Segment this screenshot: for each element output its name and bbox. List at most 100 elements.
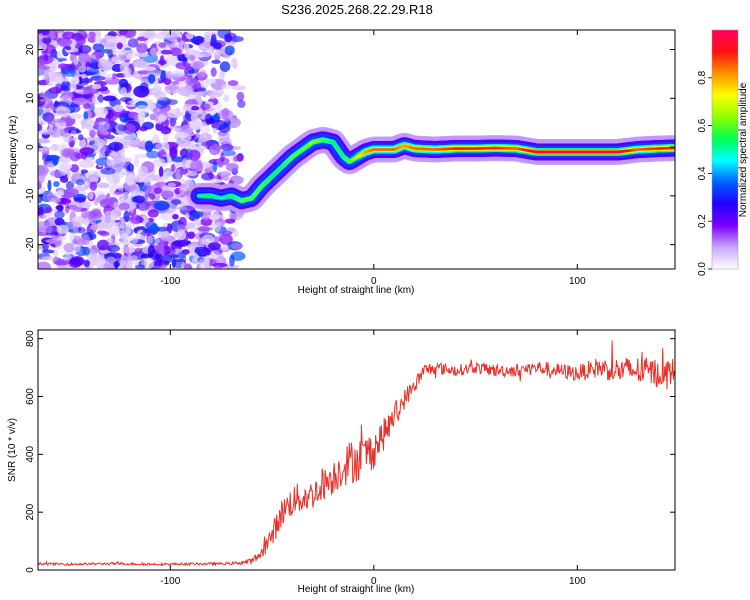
noise-blob [81, 118, 87, 130]
noise-blob [78, 160, 95, 169]
noise-blob [200, 141, 215, 147]
snr-y-tick-label: 0 [25, 567, 36, 573]
spectrogram-x-tick-label: -100 [160, 276, 180, 287]
noise-blob [160, 126, 172, 135]
noise-blob [196, 259, 210, 269]
noise-blob [82, 246, 91, 256]
noise-blob [218, 171, 232, 177]
noise-blob [210, 40, 226, 48]
noise-blob [106, 244, 120, 253]
noise-blob [132, 195, 146, 204]
noise-blob [69, 82, 77, 93]
noise-blob [96, 194, 109, 204]
noise-blob [135, 264, 146, 269]
noise-blob [78, 65, 87, 73]
noise-blob [224, 218, 236, 224]
noise-blob [175, 168, 181, 181]
snr-plot-area [38, 330, 675, 570]
noise-blob [97, 95, 104, 101]
noise-blob [46, 114, 53, 125]
noise-blob [78, 44, 92, 54]
noise-blob [99, 249, 111, 254]
noise-blob [56, 224, 69, 235]
noise-blob [65, 180, 75, 191]
noise-blob [223, 94, 230, 103]
noise-blob [218, 130, 230, 143]
noise-blob [116, 42, 123, 50]
noise-blob [101, 48, 111, 54]
noise-blob [187, 243, 192, 251]
noise-blob [119, 112, 129, 123]
noise-blob [130, 254, 138, 261]
noise-blob [148, 193, 156, 200]
noise-blob [227, 80, 239, 86]
noise-blob [204, 113, 213, 125]
noise-blob [48, 87, 63, 94]
noise-blob [163, 142, 170, 153]
noise-blob [38, 208, 43, 217]
noise-blob [220, 143, 234, 151]
noise-blob [56, 50, 63, 59]
noise-blob [126, 53, 133, 60]
noise-blob [74, 153, 85, 159]
noise-blob [231, 242, 244, 250]
noise-blob [176, 206, 188, 211]
noise-blob [200, 51, 212, 58]
noise-blob [116, 152, 126, 162]
noise-blob [108, 151, 119, 157]
noise-blob [221, 230, 233, 236]
noise-blob [169, 254, 180, 259]
noise-blob [178, 186, 185, 195]
noise-blob [197, 222, 202, 227]
noise-blob [38, 214, 47, 220]
noise-blob [152, 134, 159, 142]
noise-blob [189, 120, 203, 131]
noise-blob [184, 179, 195, 192]
noise-blob [80, 169, 88, 174]
noise-blob [176, 229, 187, 241]
noise-blob [177, 86, 193, 97]
noise-blob [173, 239, 190, 248]
snr-frame [37, 329, 676, 571]
spectrogram-x-label: Height of straight line (km) [298, 285, 415, 296]
noise-blob [63, 132, 73, 144]
noise-blob [205, 78, 217, 84]
noise-blob [92, 54, 97, 61]
noise-blob [194, 246, 200, 253]
noise-blob [160, 254, 173, 264]
noise-blob [218, 123, 231, 133]
noise-blob [149, 113, 156, 121]
noise-blob [69, 113, 83, 120]
noise-blob [203, 35, 211, 47]
noise-blob [171, 156, 185, 163]
noise-blob [99, 231, 110, 237]
spectrogram-y-tick-label: -10 [25, 188, 36, 203]
noise-blob [47, 191, 55, 202]
noise-blob [78, 52, 91, 64]
noise-blob [63, 242, 75, 253]
snr-x-tick-label: 0 [371, 576, 377, 587]
noise-blob [177, 139, 192, 148]
noise-blob [117, 31, 123, 37]
noise-blob [221, 149, 236, 157]
spectrogram-y-tick-label: 0 [25, 144, 36, 150]
noise-blob [171, 257, 177, 269]
noise-blob [162, 246, 176, 256]
noise-blob [77, 134, 84, 141]
noise-blob [195, 92, 202, 103]
noise-blob [171, 199, 182, 205]
noise-blob [189, 54, 196, 62]
noise-blob [70, 129, 77, 136]
noise-blob [89, 180, 97, 192]
noise-blob [155, 143, 164, 152]
noise-blob [207, 92, 223, 98]
noise-blob [120, 245, 134, 254]
noise-blob [105, 237, 114, 243]
noise-blob [38, 137, 49, 143]
noise-blob [99, 129, 109, 136]
noise-blob [211, 59, 221, 64]
snr-y-label: SNR (10 * v/v) [7, 418, 18, 482]
noise-blob [62, 67, 77, 77]
noise-blob [170, 164, 176, 173]
